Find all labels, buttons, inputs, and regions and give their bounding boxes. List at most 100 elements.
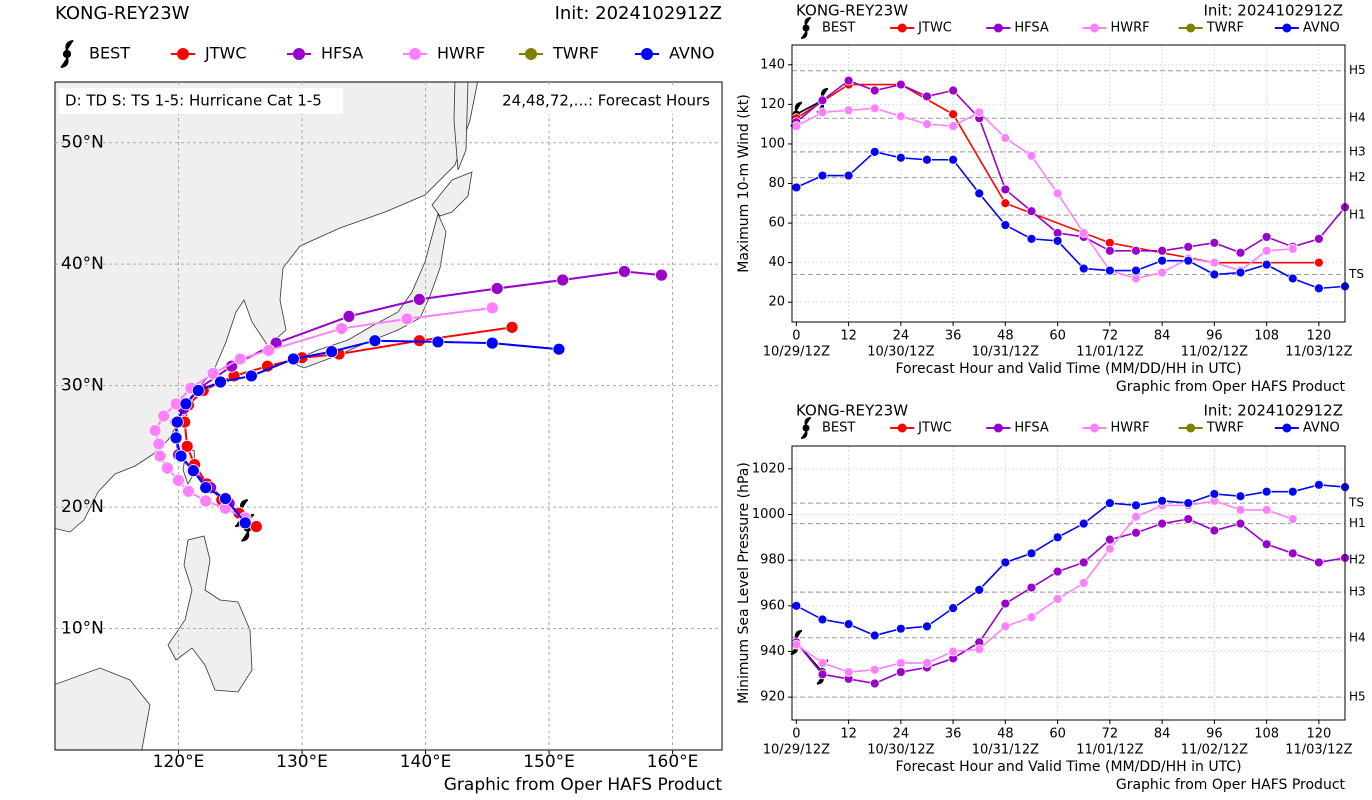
- series-point: [1261, 245, 1272, 256]
- series-point: [233, 352, 247, 366]
- source-note: Graphic from Oper HAFS Product: [444, 775, 723, 795]
- series-point: [1026, 233, 1037, 244]
- series-point: [843, 170, 854, 181]
- series-point: [817, 658, 828, 668]
- source-note: Graphic from Oper HAFS Product: [1116, 379, 1346, 395]
- legend-marker: [1090, 423, 1100, 433]
- series-point: [1052, 594, 1063, 604]
- series-point: [869, 678, 880, 689]
- legend-label: HFSA: [321, 44, 363, 63]
- borneo: [55, 667, 151, 750]
- y-tick-label: 140: [760, 57, 785, 72]
- legend-label: AVNO: [669, 44, 714, 63]
- series-point: [556, 273, 570, 287]
- series-point: [219, 492, 232, 505]
- init-time: Init: 2024102912Z: [555, 3, 722, 24]
- series-point: [490, 282, 504, 295]
- y-tick-label: 920: [760, 690, 785, 705]
- series-point: [244, 369, 258, 383]
- date-label: 10/30/12Z: [867, 743, 934, 758]
- series-point: [161, 461, 174, 475]
- series-point: [869, 146, 880, 157]
- y-tick-label: 100: [760, 136, 785, 151]
- series-point: [1131, 527, 1141, 538]
- series-point: [895, 667, 906, 677]
- series-point: [1209, 525, 1220, 536]
- series-point: [1261, 232, 1272, 242]
- series-point: [431, 335, 445, 349]
- y-tick-label: 120: [760, 97, 785, 112]
- series-point: [922, 91, 932, 102]
- series-point: [342, 310, 356, 323]
- x-tick-label: 0: [792, 727, 800, 742]
- legend-label: JTWC: [204, 44, 246, 63]
- series-point: [148, 424, 162, 437]
- series-point: [869, 85, 880, 96]
- date-label: 10/31/12Z: [972, 345, 1039, 360]
- x-tick-label: 12: [840, 329, 857, 344]
- series-point: [1261, 539, 1272, 550]
- plot-area: [55, 82, 722, 750]
- series-point: [1157, 495, 1168, 506]
- series-point: [922, 658, 932, 668]
- series-point: [1000, 598, 1011, 609]
- date-label: 11/03/12Z: [1285, 345, 1352, 360]
- series-point: [1026, 206, 1037, 217]
- series-point: [262, 344, 276, 357]
- x-tick-label: 96: [1206, 727, 1223, 742]
- series-point: [1157, 255, 1168, 266]
- x-tick-label: 120°E: [153, 752, 205, 772]
- x-tick-label: 84: [1154, 727, 1171, 742]
- series-point: [172, 473, 185, 487]
- series-point: [214, 375, 227, 389]
- series-point: [1183, 498, 1194, 508]
- x-tick-label: 120: [1306, 329, 1331, 344]
- legend-label: HWRF: [1111, 421, 1150, 436]
- series-point: [817, 107, 828, 118]
- series-point: [335, 322, 348, 335]
- map-frame: [54, 81, 723, 751]
- series-point: [895, 152, 906, 163]
- y-axis-label: Minimum Sea Level Pressure (hPa): [736, 462, 752, 704]
- x-tick-label: 108: [1254, 329, 1279, 344]
- series-point: [922, 154, 932, 165]
- series-point: [181, 484, 195, 498]
- y-tick-label: 1020: [752, 461, 785, 476]
- y-tick-label: 20: [768, 295, 785, 310]
- legend-label: HWRF: [437, 44, 485, 63]
- x-axis-label: Forecast Hour and Valid Time (MM/DD/HH i…: [895, 759, 1241, 775]
- plot-area: [790, 45, 1350, 322]
- series-point: [1157, 518, 1168, 529]
- legend-marker: [525, 48, 537, 60]
- series-point: [1209, 269, 1220, 280]
- series-line: [795, 518, 1346, 685]
- series-point: [948, 109, 959, 120]
- series-point: [922, 119, 932, 130]
- category-label: H3: [1349, 585, 1366, 599]
- series-point: [1235, 505, 1246, 515]
- series-point: [1000, 133, 1011, 143]
- legend-marker: [1090, 23, 1100, 33]
- series-point: [1026, 582, 1037, 593]
- series-point: [1104, 265, 1115, 276]
- legend-marker: [800, 416, 812, 440]
- series-point: [1131, 500, 1141, 511]
- series-point: [655, 268, 668, 282]
- series-point: [1313, 257, 1324, 268]
- x-tick-label: 24: [893, 329, 910, 344]
- series-point: [1261, 486, 1272, 497]
- x-tick-label: 36: [945, 727, 962, 742]
- series-point: [485, 336, 499, 350]
- y-tick-label: 940: [760, 644, 785, 659]
- x-tick-label: 96: [1206, 329, 1223, 344]
- hokkaido: [431, 171, 473, 217]
- x-tick-label: 160°E: [647, 752, 699, 772]
- series-point: [1313, 557, 1324, 568]
- category-label: H2: [1349, 553, 1366, 567]
- legend-marker: [1282, 23, 1292, 33]
- y-tick-label: 30°N: [61, 376, 104, 396]
- series-point: [505, 320, 519, 334]
- series-point: [325, 345, 339, 359]
- legend-label: TWRF: [552, 44, 599, 63]
- series-point: [791, 121, 802, 132]
